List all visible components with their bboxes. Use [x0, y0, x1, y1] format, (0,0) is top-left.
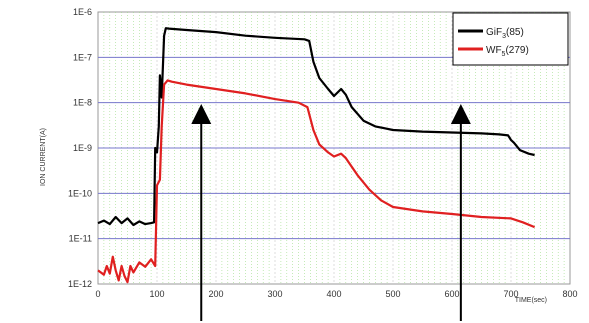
x-tick-label: 500 — [385, 289, 400, 299]
y-tick-label: 1E-9 — [73, 143, 92, 153]
y-tick-label: 1E-10 — [68, 188, 92, 198]
x-tick-label: 200 — [208, 289, 223, 299]
y-tick-label: 1E-11 — [69, 234, 92, 244]
x-tick-label: 600 — [444, 289, 459, 299]
legend: GiF3(85) WF5(279) — [452, 12, 569, 66]
series-line-0 — [97, 27, 535, 227]
y-axis-label: ION CURRENT(A) — [40, 128, 47, 186]
series-group — [97, 27, 536, 284]
y-axis: 1E-12 1E-11 1E-10 1E-9 1E-8 1E-7 1E-6 — [68, 7, 92, 289]
legend-box — [452, 12, 569, 66]
x-tick-label: 100 — [149, 289, 164, 299]
x-axis-label: TIME(sec) — [515, 297, 547, 304]
x-tick-label: 800 — [562, 289, 577, 299]
x-axis: 0 100 200 300 400 500 600 700 800 — [95, 289, 577, 299]
legend-label-gif: GiF3(85) — [486, 27, 524, 40]
legend-label-wf: WF5(279) — [486, 45, 529, 58]
y-tick-label: 1E-7 — [73, 52, 92, 62]
annotation-arrows — [191, 104, 471, 321]
x-tick-label: 400 — [326, 289, 341, 299]
y-tick-label: 1E-6 — [73, 7, 92, 17]
y-tick-label: 1E-8 — [73, 98, 92, 108]
x-tick-label: 0 — [95, 289, 100, 299]
y-tick-label: 1E-12 — [68, 279, 92, 289]
x-tick-label: 300 — [267, 289, 282, 299]
x-tick-label: 700 — [503, 289, 518, 299]
series-line-1 — [97, 79, 536, 284]
